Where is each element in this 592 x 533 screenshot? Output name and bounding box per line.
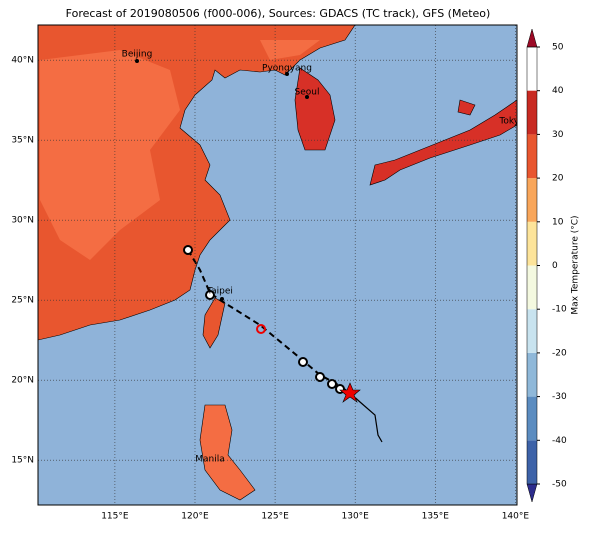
colorbar-tick-label: -40 (552, 436, 567, 446)
colorbar-band (527, 134, 537, 179)
colorbar-band (527, 396, 537, 441)
colorbar-extend (526, 28, 538, 48)
colorbar-band (527, 178, 537, 222)
y-tick-label: 35°N (11, 136, 34, 146)
map-frame (37, 24, 518, 506)
city-label: Taipei (206, 287, 233, 297)
colorbar-band (527, 309, 537, 353)
y-tick-label: 30°N (11, 216, 34, 226)
x-tick-label: 120°E (181, 512, 209, 522)
colorbar-tick-label: 40 (552, 86, 564, 96)
x-tick-label: 130°E (342, 512, 370, 522)
colorbar-band (527, 221, 537, 266)
colorbar-band (527, 352, 537, 397)
city-label: Manila (195, 455, 225, 465)
colorbar-tick-label: 30 (552, 130, 564, 140)
korea (294, 67, 336, 151)
city-label: Seoul (295, 88, 320, 98)
cities: Beijing Pyongyang Seoul Tokyo Taipei Man… (122, 50, 525, 465)
colorbar-tick-label: 0 (552, 261, 558, 271)
colorbar-tick-label: -10 (552, 305, 567, 315)
city-label: Pyongyang (262, 64, 312, 74)
x-tick-label: 125°E (261, 512, 289, 522)
colorbar-tick-label: -20 (552, 348, 567, 358)
x-tick-label: 140°E (502, 512, 530, 522)
city-label: Beijing (122, 50, 153, 60)
mainland-light (40, 40, 320, 260)
y-tick-label: 25°N (11, 296, 34, 306)
track (183, 245, 383, 443)
city-label: Tokyo (498, 117, 525, 127)
title: Forecast of 2019080506 (f000-006), Sourc… (66, 7, 491, 20)
colorbar-tick-label: 50 (552, 43, 564, 53)
colorbar-band (527, 90, 537, 135)
y-tick-label: 15°N (11, 456, 34, 466)
y-tick-label: 20°N (11, 376, 34, 386)
japan (369, 99, 517, 186)
colorbar-label: Max Temperature (°C) (571, 215, 581, 314)
colorbar-tick-label: 20 (552, 174, 564, 184)
colorbar-band (527, 265, 537, 310)
y-tick-label: 40°N (11, 56, 34, 66)
x-tick-label: 135°E (422, 512, 450, 522)
colorbar-tick-label: -30 (552, 392, 567, 402)
x-tick-label: 115°E (101, 512, 129, 522)
colorbar-extend (526, 483, 538, 503)
map-area: Beijing Pyongyang Seoul Tokyo Taipei Man… (38, 25, 525, 505)
colorbar-band (527, 440, 537, 484)
colorbar-tick-label: 10 (552, 217, 564, 227)
taiwan (202, 297, 226, 349)
colorbar-tick-label: -50 (552, 480, 567, 490)
